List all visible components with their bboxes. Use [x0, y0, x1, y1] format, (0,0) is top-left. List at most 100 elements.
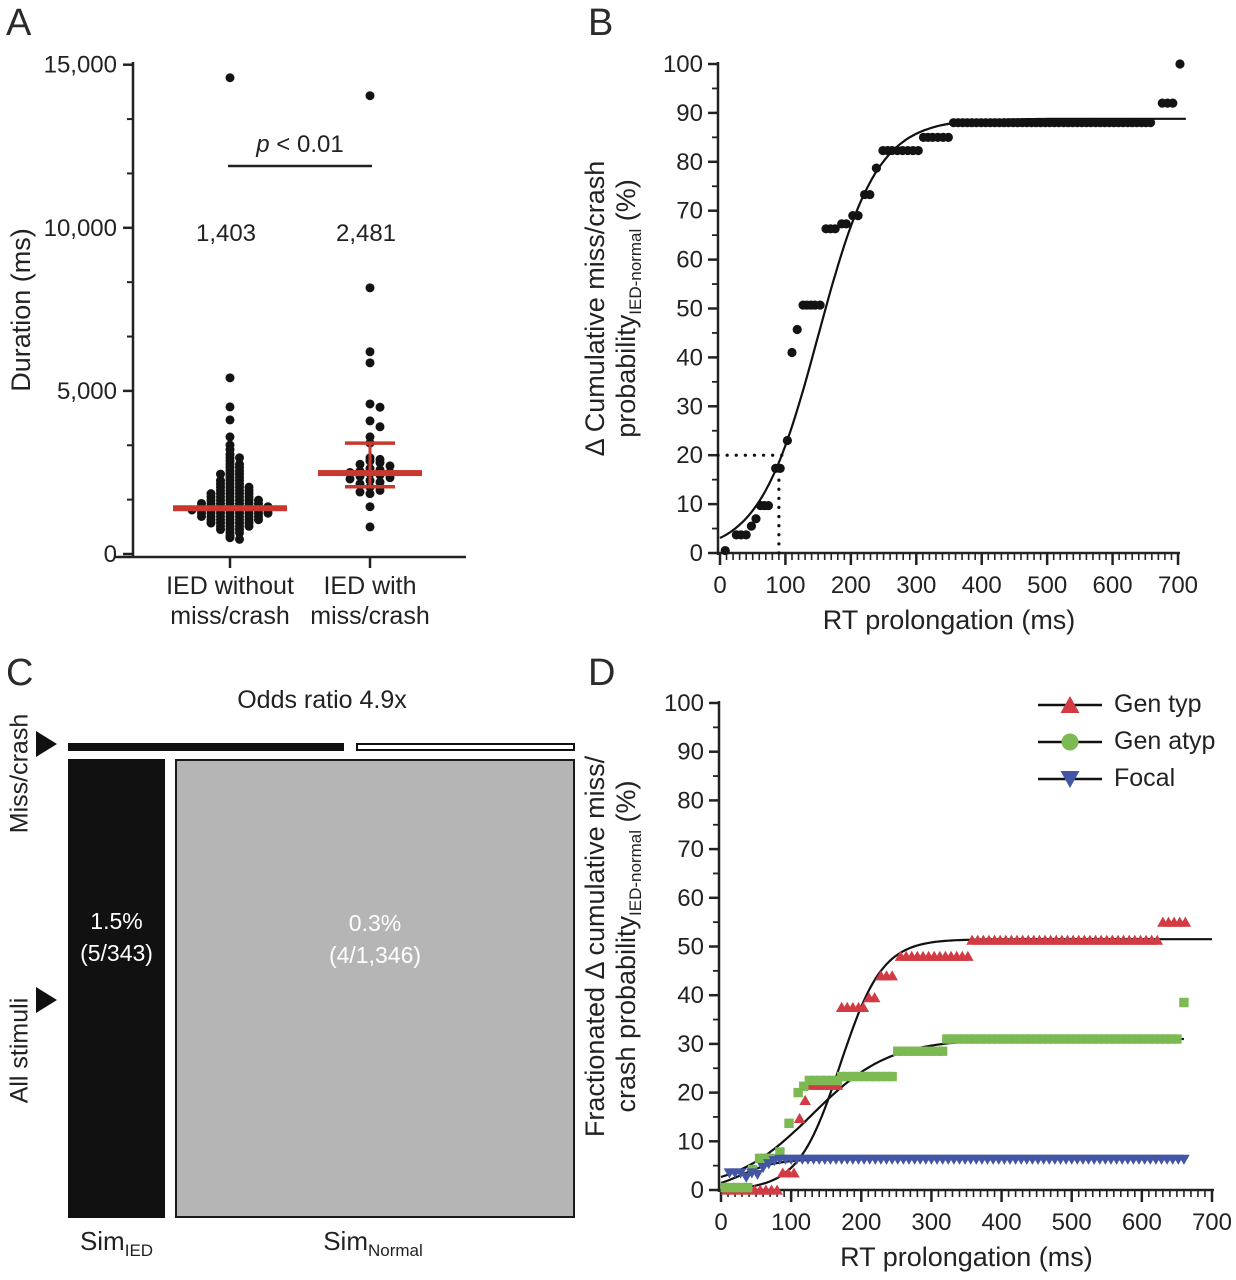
d-marker-gen-atyp: [821, 1075, 831, 1086]
a-median-bar-group2: [318, 470, 422, 477]
b-data-dot: [913, 145, 923, 156]
miss-crash-arrow-icon: [36, 731, 57, 757]
b-data-dot: [1145, 118, 1156, 128]
d-y-axis-title: crash probabilityIED-normal (%): [611, 780, 645, 1112]
a-data-dot: [225, 533, 235, 543]
a-data-dot: [235, 453, 244, 463]
d-marker-gen-atyp: [1059, 1034, 1070, 1044]
b-y-axis-title: Δ Cumulative miss/crash: [580, 161, 610, 457]
d-marker-gen-atyp: [742, 1182, 753, 1193]
b-data-dot: [782, 435, 792, 446]
d-x-tick-label: 0: [714, 1209, 727, 1236]
d-marker-gen-atyp: [1104, 1034, 1115, 1044]
d-marker-gen-atyp: [992, 1034, 1003, 1044]
d-marker-focal: [751, 1169, 764, 1180]
d-marker-gen-atyp: [737, 1182, 747, 1193]
d-marker-gen-atyp: [926, 1046, 937, 1056]
d-fit-curve-gen-typ: [720, 938, 1212, 1191]
b-fit-curve: [719, 117, 1186, 539]
a-data-dot: [225, 73, 235, 83]
a-data-dot: [365, 502, 375, 512]
d-marker-gen-atyp: [1144, 1034, 1154, 1044]
legend-item-focal: Focal: [1036, 760, 1215, 797]
a-significance-label: p < 0.01: [255, 131, 343, 158]
b-y-tick-label: 70: [676, 198, 703, 225]
a-y-tick-label: 0: [104, 541, 117, 568]
circle-icon: [1038, 733, 1102, 750]
a-data-dot: [375, 458, 385, 468]
d-marker-gen-atyp: [799, 1081, 809, 1091]
mosaic-cell-sim-ied: 1.5% (5/343): [68, 759, 165, 1218]
d-marker-gen-atyp: [887, 1071, 897, 1082]
b-y-tick-label: 10: [676, 491, 703, 518]
panel-letter-d: D: [588, 652, 616, 694]
b-data-dot: [763, 500, 774, 511]
a-data-dot: [216, 469, 225, 479]
d-marker-focal: [1178, 1154, 1190, 1165]
b-data-dot: [787, 347, 797, 358]
d-marker-gen-typ: [1179, 916, 1192, 927]
d-marker-gen-atyp: [932, 1046, 942, 1056]
d-marker-gen-atyp: [876, 1071, 886, 1082]
a-data-dot: [225, 402, 235, 412]
a-y-axis-title: Duration (ms): [6, 228, 36, 392]
a-group-label: IED with: [323, 572, 416, 600]
a-data-dot: [365, 358, 375, 368]
d-marker-gen-typ: [857, 1001, 870, 1012]
d-y-tick-label: 0: [691, 1177, 704, 1204]
d-marker-gen-atyp: [881, 1071, 892, 1082]
b-y-axis-title: probabilityIED-normal (%): [611, 179, 645, 438]
d-y-tick-label: 80: [677, 787, 704, 814]
d-marker-gen-atyp: [1172, 1034, 1182, 1044]
panel-a: 0 5,000 10,000 15,000 Duration (ms) IED witho…: [6, 52, 466, 630]
d-marker-gen-atyp: [1088, 1034, 1098, 1044]
d-marker-gen-atyp: [720, 1182, 730, 1193]
d-marker-gen-atyp: [1155, 1034, 1165, 1044]
d-marker-gen-atyp: [759, 1153, 770, 1164]
d-marker-gen-atyp: [1015, 1034, 1025, 1044]
d-marker-gen-atyp: [1093, 1034, 1104, 1044]
a-data-dot: [365, 347, 375, 357]
d-y-tick-label: 100: [664, 690, 704, 717]
d-marker-gen-typ: [788, 1167, 800, 1178]
b-data-dot: [871, 163, 881, 173]
d-x-tick-label: 400: [982, 1209, 1022, 1236]
b-y-tick-label: 40: [676, 344, 703, 371]
panel-letter-c: C: [6, 652, 34, 694]
mosaic-col-label-sim-normal: SimNormal: [323, 1226, 423, 1261]
d-marker-gen-atyp: [815, 1075, 826, 1086]
b-y-tick-label: 20: [676, 442, 703, 469]
mosaic-cell-sim-ied-values: 1.5% (5/343): [80, 908, 153, 966]
d-marker-gen-atyp: [1138, 1034, 1148, 1044]
a-data-dot: [365, 489, 375, 499]
a-group-label: miss/crash: [310, 602, 429, 630]
d-marker-gen-atyp: [947, 1034, 958, 1044]
b-y-tick-label: 80: [676, 149, 703, 176]
d-marker-gen-atyp: [909, 1046, 920, 1056]
b-x-tick-label: 200: [831, 572, 871, 599]
b-data-dot: [943, 132, 953, 142]
d-marker-gen-atyp: [987, 1034, 997, 1044]
a-data-dot: [355, 459, 365, 469]
d-marker-gen-atyp: [1026, 1034, 1036, 1044]
d-marker-focal: [757, 1162, 769, 1174]
d-marker-gen-atyp: [1116, 1034, 1126, 1044]
d-marker-gen-atyp: [921, 1046, 931, 1056]
panel-letter-a: A: [6, 2, 32, 44]
b-data-dot: [775, 463, 785, 474]
a-data-dot: [244, 521, 254, 531]
d-y-tick-label: 70: [677, 836, 704, 863]
b-x-tick-label: 300: [896, 572, 936, 599]
d-y-tick-label: 50: [677, 934, 704, 961]
d-marker-gen-atyp: [793, 1087, 803, 1098]
a-data-dot: [225, 415, 235, 425]
d-x-axis-title: RT prolongation (ms): [840, 1242, 1093, 1272]
d-y-tick-label: 60: [677, 885, 704, 912]
d-marker-gen-atyp: [1065, 1034, 1075, 1044]
d-marker-gen-atyp: [804, 1075, 815, 1086]
b-y-tick-label: 100: [663, 51, 703, 78]
d-marker-gen-typ: [868, 992, 881, 1003]
a-data-dot: [225, 432, 235, 442]
mosaic-row-label-miss-crash: Miss/crash: [5, 713, 34, 834]
d-marker-gen-atyp: [810, 1075, 820, 1086]
